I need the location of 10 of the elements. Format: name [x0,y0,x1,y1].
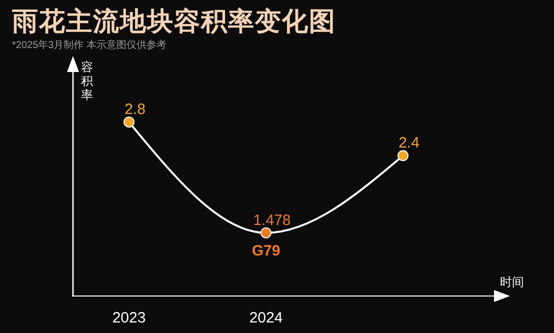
x-tick-label: 2023 [112,310,146,327]
x-tick-label: 2024 [249,310,283,327]
data-label: 2.4 [398,134,420,152]
chart-subtitle: *2025年3月制作 本示意图仅供参考 [12,38,166,52]
y-axis-title: 容积率 [81,60,94,102]
data-label: 1.478 [253,212,291,229]
data-label: 2.8 [124,101,146,118]
chart-title: 雨花主流地块容积率变化图 [12,6,336,39]
x-axis-title: 时间 [500,274,524,291]
annotation: G79 [252,242,280,260]
